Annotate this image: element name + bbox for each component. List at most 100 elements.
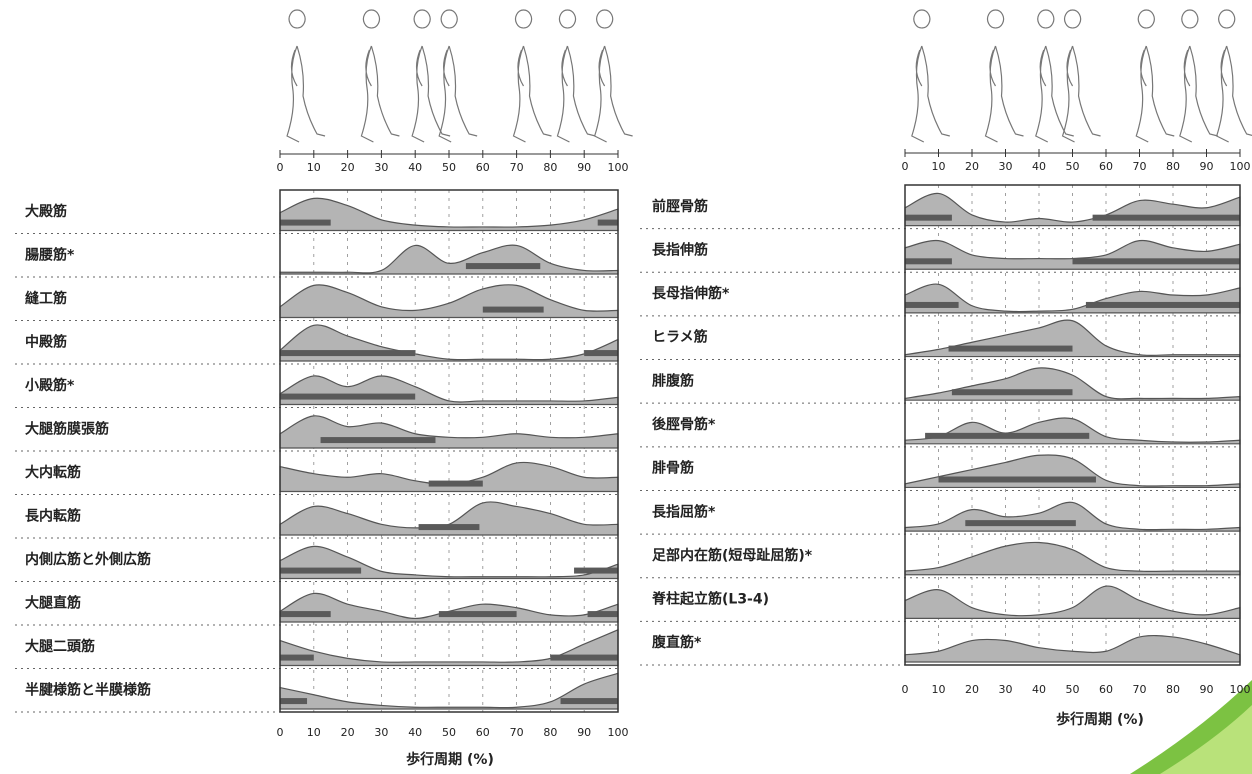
- x-tick-label: 30: [999, 160, 1013, 173]
- row-label: 長指伸筋: [652, 241, 708, 258]
- row-label: 中殿筋: [25, 333, 67, 350]
- activity-bar: [574, 568, 618, 574]
- activity-bar: [965, 520, 1076, 526]
- x-tick-label: 90: [1200, 683, 1214, 696]
- row-label: 大殿筋: [25, 203, 67, 220]
- x-tick-label: 20: [341, 161, 355, 174]
- x-tick-label: 100: [608, 161, 629, 174]
- activity-bar: [1093, 215, 1240, 221]
- x-tick-label: 0: [277, 161, 284, 174]
- activity-bar: [280, 611, 331, 617]
- activity-bar: [1073, 258, 1241, 264]
- activity-bar: [280, 568, 361, 574]
- x-tick-label: 20: [341, 726, 355, 739]
- page: 0 0 10 10 20 20 30 30 40 40 50 50 60 60 70 70 80 80 90 90 10…: [0, 0, 1252, 774]
- activity-bar: [419, 524, 480, 530]
- x-tick-label: 80: [1166, 683, 1180, 696]
- x-tick-label: 100: [1230, 160, 1251, 173]
- activity-bar: [429, 481, 483, 487]
- x-tick-label: 50: [1066, 683, 1080, 696]
- x-tick-label: 100: [608, 726, 629, 739]
- x-tick-label: 80: [543, 726, 557, 739]
- activity-bar: [949, 346, 1073, 352]
- x-tick-label: 40: [1032, 160, 1046, 173]
- activity-bar: [280, 698, 307, 704]
- x-tick-label: 60: [1099, 683, 1113, 696]
- row-label: 内側広筋と外側広筋: [25, 551, 151, 568]
- x-tick-label: 70: [510, 161, 524, 174]
- axis-title: 歩行周期 (%): [406, 751, 494, 768]
- row-label: ヒラメ筋: [652, 329, 708, 346]
- figure: 0 0 10 10 20 20 30 30 40 40 50 50 60 60 70 70 80 80 90 90 10…: [0, 0, 1252, 774]
- x-tick-label: 100: [1230, 683, 1251, 696]
- activity-bar: [321, 437, 436, 443]
- x-tick-label: 80: [1166, 160, 1180, 173]
- activity-bar: [280, 655, 314, 661]
- x-tick-label: 70: [1133, 683, 1147, 696]
- row-label: 大内転筋: [25, 464, 81, 481]
- activity-bar: [483, 307, 544, 313]
- activity-bar: [905, 258, 952, 264]
- activity-bar: [584, 350, 618, 356]
- x-tick-label: 10: [932, 683, 946, 696]
- x-tick-label: 80: [543, 161, 557, 174]
- row-label: 腓腹筋: [652, 372, 694, 389]
- row-label: 半腱様筋と半膜様筋: [25, 681, 151, 698]
- row-label: 長母指伸筋*: [652, 285, 730, 302]
- x-tick-label: 60: [1099, 160, 1113, 173]
- x-tick-label: 10: [307, 726, 321, 739]
- activity-bar: [952, 389, 1073, 395]
- x-tick-label: 70: [510, 726, 524, 739]
- row-label: 腓骨筋: [652, 460, 694, 477]
- row-label: 足部内在筋(短母趾屈筋)*: [652, 547, 813, 564]
- activity-bar: [280, 220, 331, 226]
- row-label: 長内転筋: [25, 507, 81, 524]
- x-tick-label: 0: [902, 683, 909, 696]
- x-tick-label: 50: [1066, 160, 1080, 173]
- activity-bar: [925, 433, 1089, 439]
- activity-bar: [561, 698, 618, 704]
- activity-bar: [905, 215, 952, 221]
- activity-bar: [905, 302, 959, 308]
- x-tick-label: 50: [442, 726, 456, 739]
- row-label: 長指屈筋*: [652, 503, 716, 520]
- row-label: 腸腰筋*: [25, 246, 75, 263]
- activity-bar: [588, 611, 618, 617]
- activity-bar: [280, 394, 415, 400]
- x-tick-label: 40: [408, 726, 422, 739]
- x-tick-label: 0: [902, 160, 909, 173]
- x-tick-label: 40: [408, 161, 422, 174]
- row-label: 腹直筋*: [652, 634, 702, 651]
- row-label: 大腿二頭筋: [25, 638, 95, 655]
- x-tick-label: 30: [374, 726, 388, 739]
- x-tick-label: 30: [999, 683, 1013, 696]
- activity-bar: [439, 611, 517, 617]
- x-tick-label: 50: [442, 161, 456, 174]
- row-label: 大腿筋膜張筋: [25, 420, 109, 437]
- x-tick-label: 40: [1032, 683, 1046, 696]
- activity-bar: [466, 263, 540, 269]
- row-label: 大腿直筋: [25, 594, 81, 611]
- activity-bar: [1086, 302, 1240, 308]
- x-tick-label: 30: [374, 161, 388, 174]
- row-label: 前脛骨筋: [652, 198, 708, 215]
- x-tick-label: 0: [277, 726, 284, 739]
- row-label: 脊柱起立筋(L3-4): [651, 591, 769, 608]
- activity-bar: [280, 350, 415, 356]
- x-tick-label: 20: [965, 683, 979, 696]
- activity-bar: [939, 476, 1096, 482]
- row-label: 縫工筋: [25, 290, 67, 307]
- activity-bar: [550, 655, 618, 661]
- x-tick-label: 60: [476, 161, 490, 174]
- x-tick-label: 70: [1133, 160, 1147, 173]
- x-tick-label: 10: [932, 160, 946, 173]
- activity-bar: [598, 220, 618, 226]
- x-tick-label: 20: [965, 160, 979, 173]
- x-tick-label: 90: [1200, 160, 1214, 173]
- x-tick-label: 10: [307, 161, 321, 174]
- row-label: 後脛骨筋*: [652, 416, 716, 433]
- x-tick-label: 60: [476, 726, 490, 739]
- axis-title: 歩行周期 (%): [1056, 711, 1144, 728]
- x-tick-label: 90: [577, 726, 591, 739]
- x-tick-label: 90: [577, 161, 591, 174]
